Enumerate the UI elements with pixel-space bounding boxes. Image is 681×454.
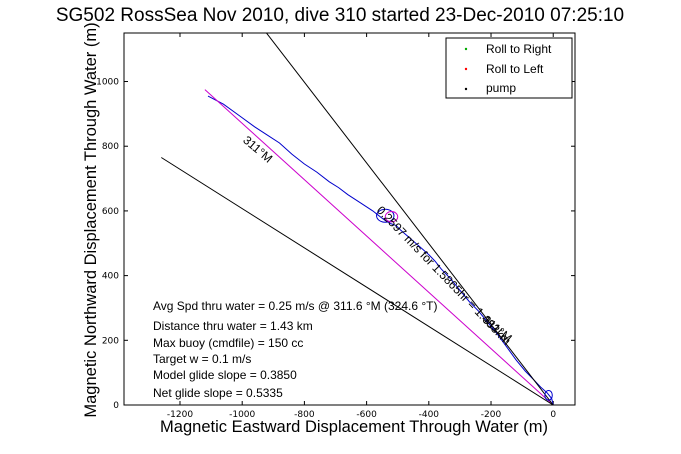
y-tick-label: 1000 (96, 78, 119, 88)
x-tick-label: -200 (481, 410, 502, 420)
series-line-0 (207, 95, 554, 405)
track-loop-0 (376, 208, 395, 223)
y-tick-label: 200 (102, 336, 119, 346)
stat-avg-speed: Avg Spd thru water = 0.25 m/s @ 311.6 °M… (153, 299, 437, 313)
y-axis-label: Magnetic Northward Displacement Through … (82, 22, 100, 417)
chart-title: SG502 RossSea Nov 2010, dive 310 started… (56, 5, 624, 26)
x-tick-label: -1000 (229, 410, 255, 420)
series-line-3 (161, 157, 554, 405)
stat-distance: Distance thru water = 1.43 km (153, 319, 313, 333)
legend-label-roll-left: Roll to Left (486, 62, 544, 76)
legend-marker-roll-left (464, 67, 468, 71)
plot-data (161, 33, 554, 405)
stats-box: Avg Spd thru water = 0.25 m/s @ 311.6 °M… (153, 299, 437, 400)
track-loop-2 (544, 389, 553, 401)
x-tick-label: -1200 (167, 410, 193, 420)
stat-target-w: Target w = 0.1 m/s (153, 352, 251, 366)
y-tick-label: 0 (113, 401, 119, 411)
x-tick-label: -800 (294, 410, 315, 420)
series-line-1 (204, 89, 554, 405)
legend: Roll to Right Roll to Left pump (445, 37, 573, 99)
series-line-2 (265, 33, 554, 405)
x-axis-label: Magnetic Eastward Displacement Through W… (160, 418, 548, 436)
stat-max-buoy: Max buoy (cmdfile) = 150 cc (153, 336, 303, 350)
stat-model-glide: Model glide slope = 0.3850 (153, 368, 297, 382)
stat-net-glide: Net glide slope = 0.5335 (153, 386, 283, 400)
legend-box (445, 37, 573, 99)
legend-label-pump: pump (486, 81, 516, 95)
x-tick-label: 0 (550, 410, 556, 420)
legend-label-roll-right: Roll to Right (486, 42, 552, 56)
y-tick-label: 600 (102, 207, 119, 217)
legend-marker-pump (464, 87, 468, 91)
plot-frame (123, 32, 576, 406)
legend-marker-roll-right (464, 47, 468, 51)
track-loop-1 (384, 211, 399, 223)
x-tick-label: -600 (356, 410, 377, 420)
y-tick-label: 400 (102, 272, 119, 282)
x-tick-label: -400 (419, 410, 440, 420)
y-tick-label: 800 (102, 142, 119, 152)
